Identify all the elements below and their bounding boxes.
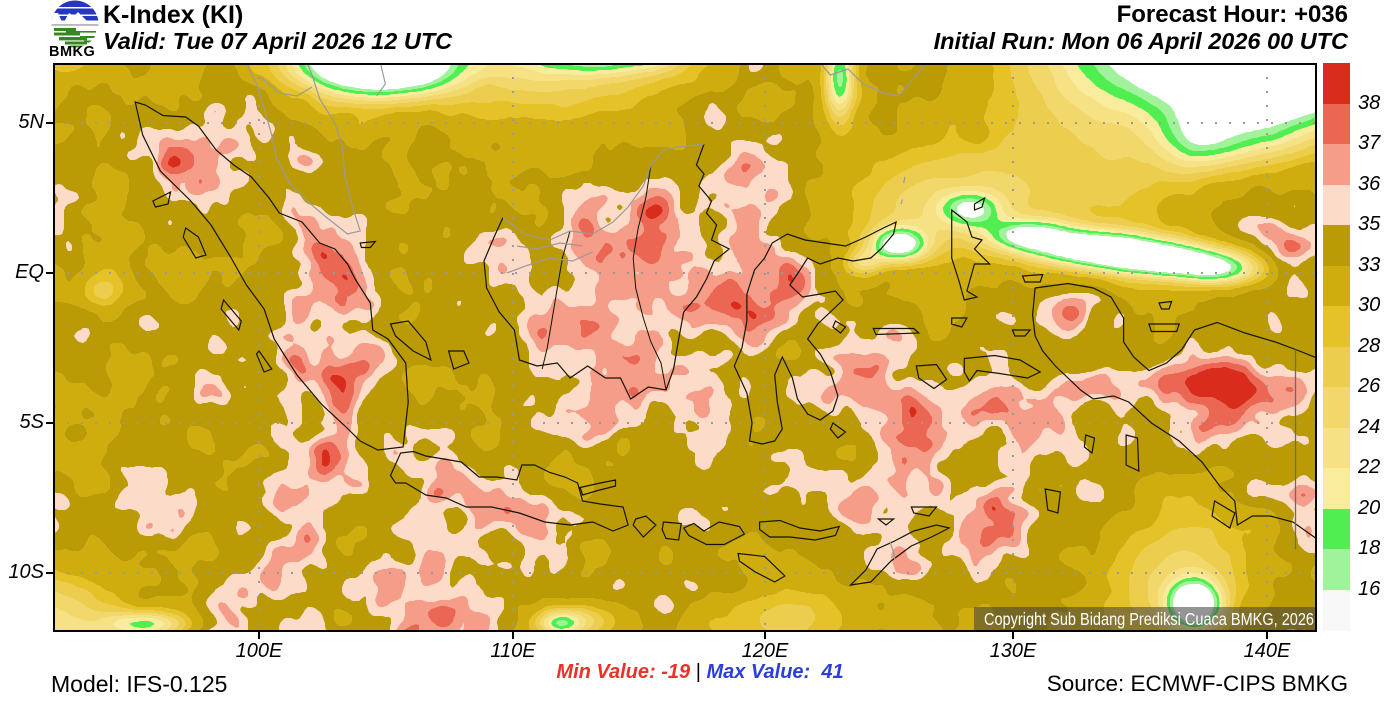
svg-text:Copyright Sub Bidang Prediksi: Copyright Sub Bidang Prediksi Cuaca BMKG… (984, 609, 1314, 629)
